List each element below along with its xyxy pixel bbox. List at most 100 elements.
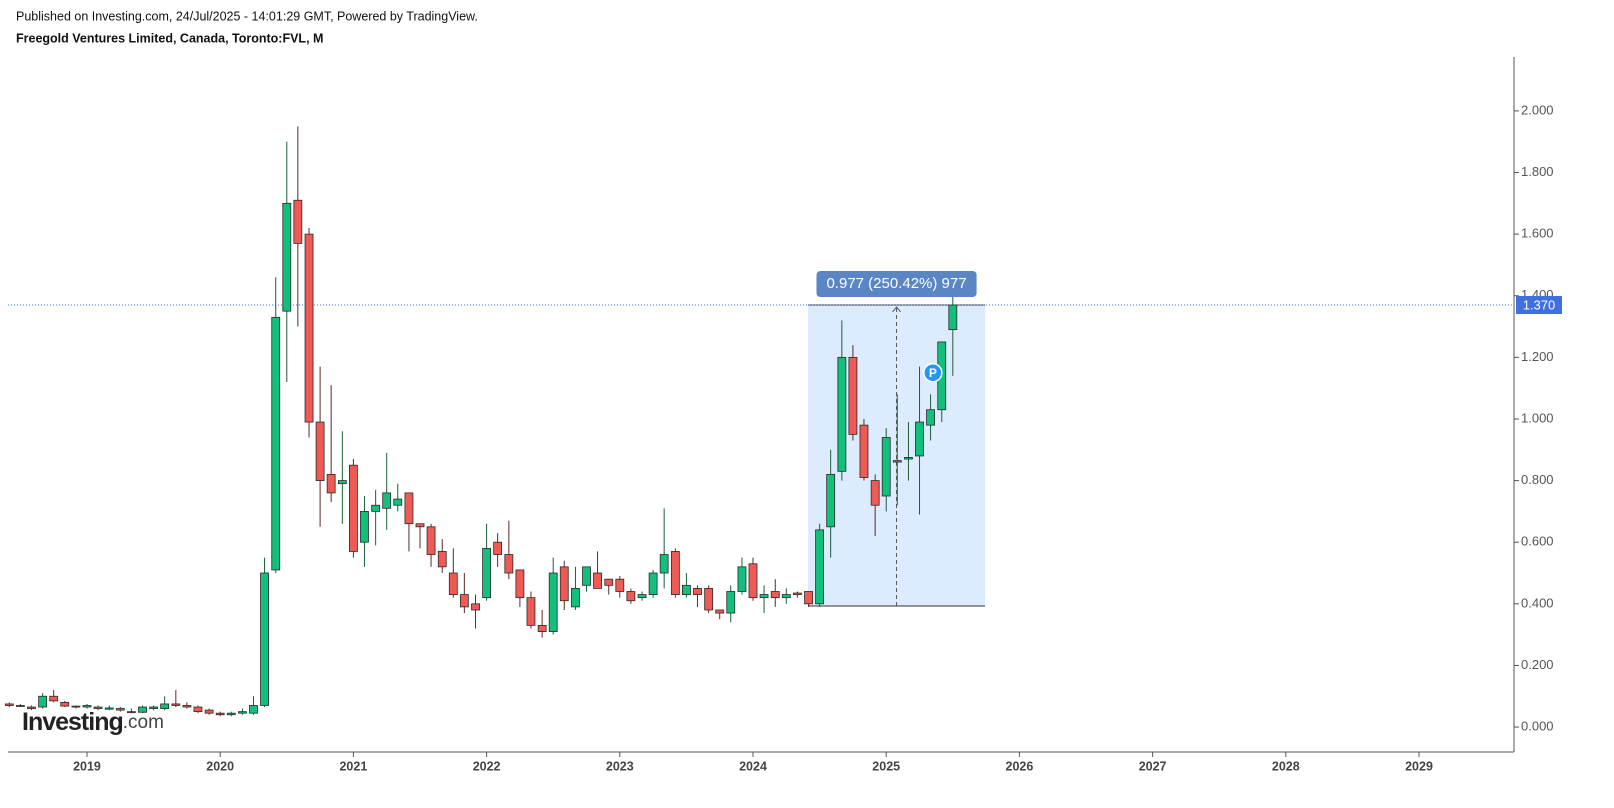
x-tick-label: 2025: [872, 759, 900, 773]
plot-area: 0.977 (250.42%) 977 P 0.000 0.200 0.400 0.600…: [4, 57, 1562, 773]
event-marker-label: P: [929, 366, 937, 380]
candle-body: [748, 563, 758, 599]
candle-body: [193, 706, 203, 713]
candle-body: [115, 708, 125, 711]
x-tick-label: 2029: [1405, 759, 1433, 773]
candle-body: [504, 554, 514, 574]
candle-body: [493, 541, 503, 555]
candle-body: [704, 588, 714, 611]
candle-body: [282, 202, 292, 312]
x-tick-label: 2024: [739, 759, 767, 773]
candle-body: [171, 703, 181, 706]
candle-body: [737, 566, 747, 592]
logo: Investing.com: [22, 708, 164, 736]
candle-body: [615, 578, 625, 592]
candle-body: [49, 695, 59, 702]
x-tick-label: 2023: [606, 759, 634, 773]
y-tick-label: 2.000: [1521, 102, 1554, 117]
candle-body: [659, 554, 669, 574]
x-tick-label: 2028: [1272, 759, 1300, 773]
candle-body: [648, 572, 658, 595]
x-tick-label: 2022: [473, 759, 501, 773]
candle-body: [238, 711, 247, 714]
candle-body: [104, 707, 114, 710]
candle-body: [437, 551, 447, 568]
candle-body: [38, 695, 48, 708]
candle-body: [770, 591, 780, 599]
last-price-label: 1.370: [1523, 297, 1556, 312]
y-tick-label: 0.200: [1521, 657, 1554, 672]
candle-body: [371, 504, 381, 512]
measure-label: 0.977 (250.42%) 977: [826, 275, 966, 292]
candle-body: [859, 424, 869, 478]
y-tick-label: 1.000: [1521, 410, 1554, 425]
candle-body: [726, 591, 736, 614]
candle-body: [459, 594, 469, 608]
candle-body: [293, 199, 303, 244]
candle-body: [837, 356, 847, 472]
y-tick-label: 0.800: [1521, 472, 1554, 487]
event-marker: [923, 363, 943, 383]
candle-body: [826, 474, 836, 528]
candle-body: [126, 711, 136, 714]
candle-body: [626, 591, 636, 602]
candle-body: [160, 703, 170, 709]
candle-body: [904, 457, 913, 460]
candle-body: [804, 591, 813, 605]
candle-body: [559, 566, 569, 602]
y-tick-label: 0.400: [1521, 595, 1554, 610]
candle-body: [204, 709, 214, 714]
logo-suffix: .com: [123, 712, 164, 733]
candle-body: [682, 584, 691, 595]
candle-body: [781, 594, 791, 599]
candle-body: [881, 437, 891, 497]
x-tick-label: 2019: [73, 759, 101, 773]
candle-body: [537, 624, 547, 632]
candle-body: [515, 569, 525, 599]
measure-arrowhead: [892, 306, 901, 313]
candle-body: [404, 492, 414, 525]
candle-body: [693, 588, 702, 595]
x-tick-label: 2021: [339, 759, 367, 773]
x-tick-label: 2027: [1139, 759, 1167, 773]
candle-body: [138, 706, 147, 713]
candle-body: [948, 304, 958, 331]
candle-body: [382, 492, 392, 509]
candle-body: [15, 705, 25, 707]
candle-body: [249, 705, 258, 714]
y-tick-label: 1.800: [1521, 164, 1554, 179]
y-tick-label: 1.200: [1521, 349, 1554, 364]
candle-body: [149, 706, 158, 709]
logo-main: Investing: [22, 708, 123, 736]
candle-body: [892, 460, 902, 463]
chart-title: Freegold Ventures Limited, Canada, Toron…: [16, 31, 323, 45]
x-tick-label: 2020: [206, 759, 234, 773]
candle-body: [792, 592, 802, 595]
candle-body: [71, 705, 81, 708]
candle-body: [848, 356, 858, 435]
candle-body: [326, 474, 336, 494]
candle-body: [226, 712, 236, 716]
candle-body: [571, 588, 580, 608]
candle-body: [260, 572, 269, 706]
measure-label-box: [816, 270, 977, 297]
candle-body: [637, 594, 647, 599]
candle-body: [593, 572, 602, 589]
candle-body: [304, 233, 314, 423]
candle-body: [471, 603, 480, 611]
candle-body: [582, 566, 591, 586]
candle-body: [215, 712, 225, 716]
candle-body: [759, 594, 769, 599]
candle-body: [870, 480, 880, 506]
candle-body: [548, 572, 558, 632]
candle-body: [360, 510, 369, 543]
candle-body: [93, 706, 103, 709]
candle-body: [271, 316, 281, 571]
candle-body: [604, 578, 614, 586]
y-tick-label: 0.600: [1521, 534, 1554, 549]
candle-body: [4, 703, 14, 706]
candle-body: [482, 547, 492, 599]
